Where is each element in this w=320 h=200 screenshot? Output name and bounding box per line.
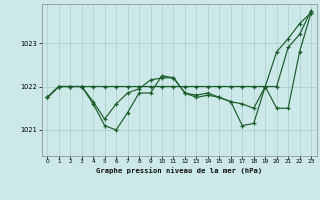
X-axis label: Graphe pression niveau de la mer (hPa): Graphe pression niveau de la mer (hPa) bbox=[96, 167, 262, 174]
